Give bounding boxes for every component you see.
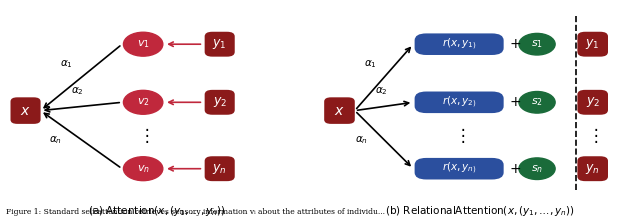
- FancyBboxPatch shape: [415, 33, 504, 55]
- FancyBboxPatch shape: [415, 158, 504, 180]
- Text: $r(x,y_{2)}$: $r(x,y_{2)}$: [442, 95, 477, 110]
- Text: $s_{2}$: $s_{2}$: [531, 96, 543, 108]
- Text: $x$: $x$: [20, 104, 31, 118]
- Text: $r(x,y_{1)}$: $r(x,y_{1)}$: [442, 37, 477, 52]
- Text: $y_{2}$: $y_{2}$: [586, 95, 600, 109]
- Text: $\vdots$: $\vdots$: [138, 126, 148, 145]
- FancyBboxPatch shape: [415, 92, 504, 113]
- Text: (b) RelationalAttention$(x,(y_1,\ldots,y_n))$: (b) RelationalAttention$(x,(y_1,\ldots,y…: [385, 204, 575, 218]
- Text: Figure 1: Standard self-attention retrieves sensory information vᵢ about the att: Figure 1: Standard self-attention retrie…: [6, 208, 385, 216]
- FancyBboxPatch shape: [205, 32, 235, 57]
- Text: $\alpha_{1}$: $\alpha_{1}$: [60, 58, 73, 70]
- Text: $+$: $+$: [509, 95, 521, 109]
- Text: $r(x,y_{n)}$: $r(x,y_{n)}$: [442, 161, 477, 176]
- Text: $s_{n}$: $s_{n}$: [531, 163, 543, 175]
- FancyBboxPatch shape: [577, 32, 608, 57]
- Circle shape: [124, 157, 163, 181]
- Text: $\alpha_{2}$: $\alpha_{2}$: [375, 85, 388, 97]
- Text: $v_{2}$: $v_{2}$: [137, 96, 150, 108]
- Circle shape: [124, 32, 163, 56]
- FancyBboxPatch shape: [205, 156, 235, 181]
- FancyBboxPatch shape: [577, 156, 608, 181]
- FancyBboxPatch shape: [10, 97, 40, 124]
- FancyBboxPatch shape: [324, 97, 355, 124]
- Text: $s_{1}$: $s_{1}$: [531, 38, 543, 50]
- Text: $y_{1}$: $y_{1}$: [212, 37, 227, 51]
- FancyBboxPatch shape: [205, 90, 235, 115]
- Text: $\alpha_{1}$: $\alpha_{1}$: [364, 58, 376, 70]
- Circle shape: [519, 92, 555, 113]
- Text: $+$: $+$: [509, 162, 521, 176]
- Text: $v_{1}$: $v_{1}$: [137, 38, 150, 50]
- Text: $y_{2}$: $y_{2}$: [212, 95, 227, 109]
- Text: $y_{n}$: $y_{n}$: [586, 162, 600, 176]
- Text: $\vdots$: $\vdots$: [454, 126, 465, 145]
- Text: $y_{n}$: $y_{n}$: [212, 162, 227, 176]
- Text: $v_{n}$: $v_{n}$: [137, 163, 150, 175]
- Circle shape: [519, 33, 555, 55]
- Text: $\vdots$: $\vdots$: [587, 126, 598, 145]
- Circle shape: [519, 158, 555, 180]
- Text: $\alpha_{n}$: $\alpha_{n}$: [355, 135, 368, 146]
- Text: $+$: $+$: [509, 37, 521, 51]
- Text: $\alpha_{2}$: $\alpha_{2}$: [71, 85, 84, 97]
- Text: $x$: $x$: [334, 104, 345, 118]
- Text: $y_{1}$: $y_{1}$: [586, 37, 600, 51]
- Text: (a) Attention$(x,(y_1,\ldots,y_n))$: (a) Attention$(x,(y_1,\ldots,y_n))$: [88, 204, 226, 218]
- Text: $\alpha_{n}$: $\alpha_{n}$: [49, 135, 62, 146]
- Circle shape: [124, 90, 163, 114]
- FancyBboxPatch shape: [577, 90, 608, 115]
